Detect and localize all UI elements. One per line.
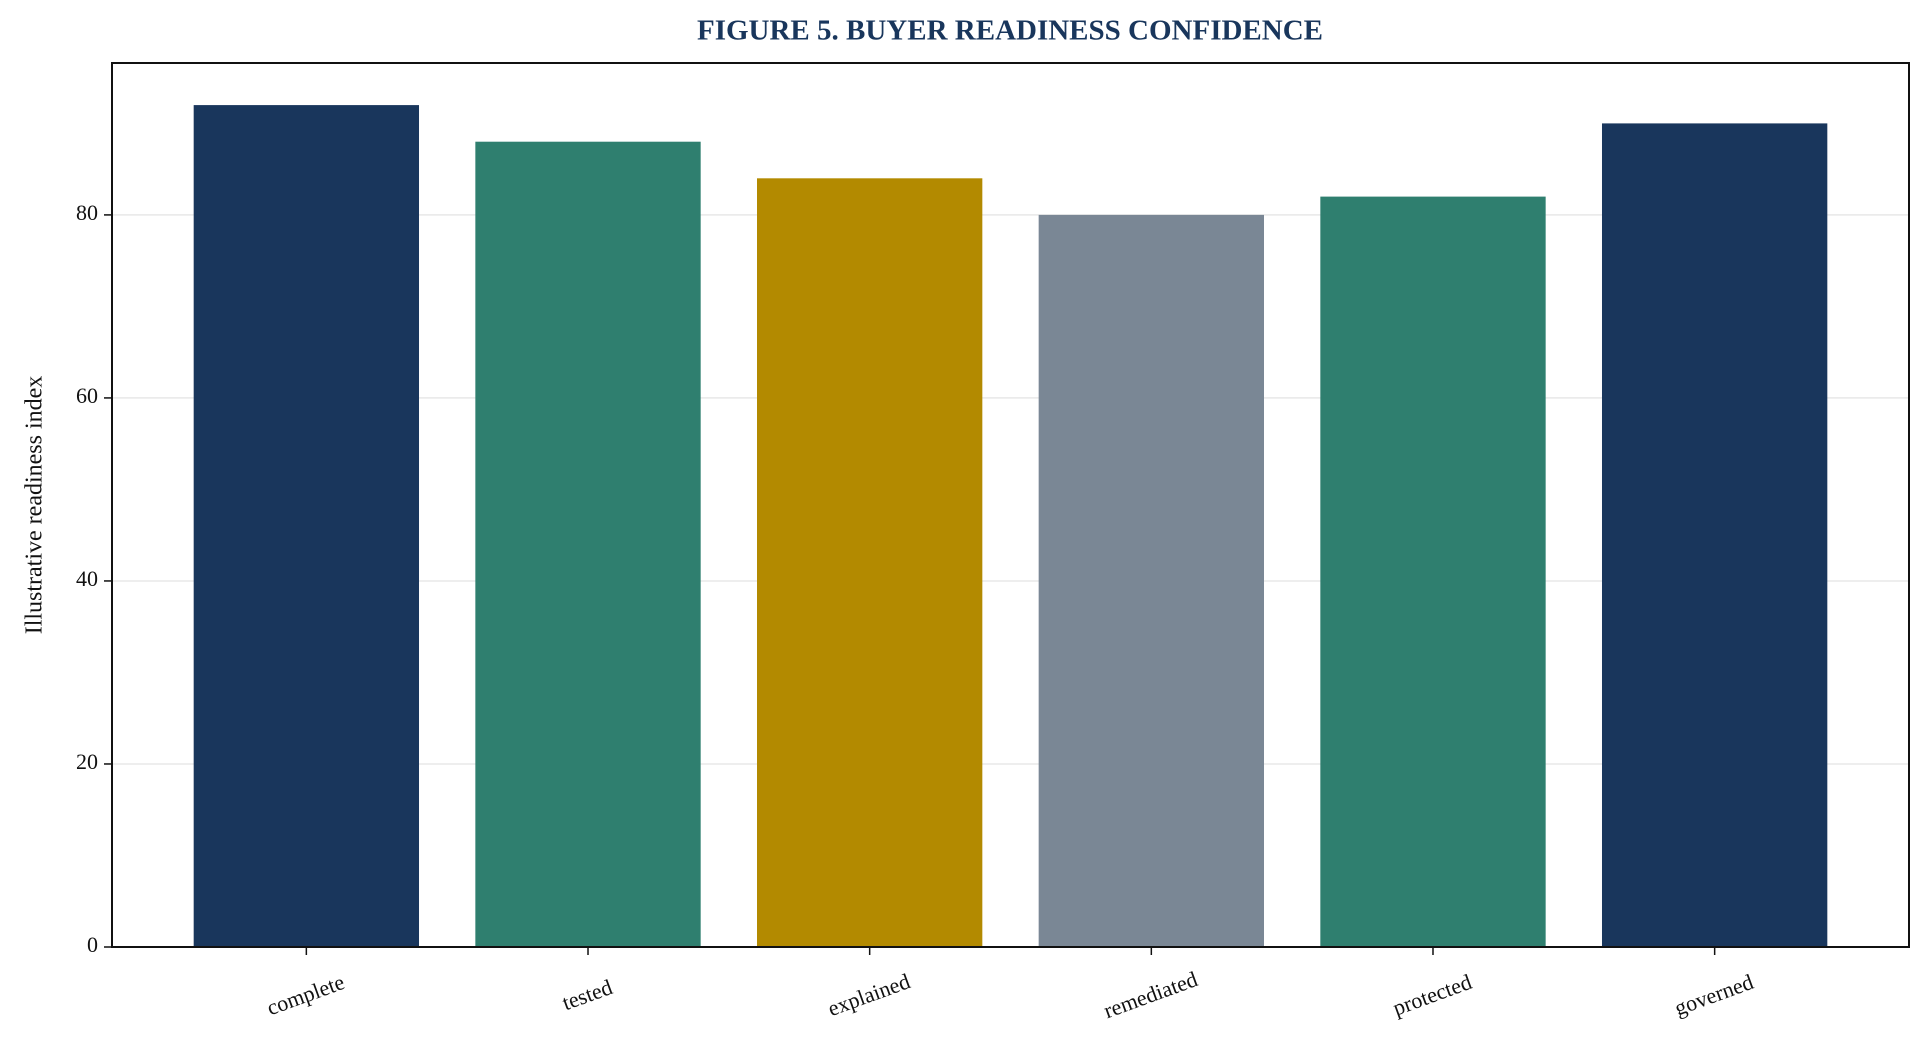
bar [193,105,420,948]
x-tick-label: protected [1389,969,1474,1020]
y-tick-label: 0 [87,932,98,957]
y-tick-label: 40 [76,566,98,591]
plot-frame [111,62,1910,948]
bar [1038,214,1264,947]
y-tick-label: 80 [76,200,98,225]
x-tick-label: remediated [1100,966,1200,1023]
y-tick-label: 60 [76,383,98,408]
bar [475,141,701,947]
bar [1601,123,1828,947]
chart-title: FIGURE 5. BUYER READINESS CONFIDENCE [697,15,1323,47]
bar [757,178,983,948]
y-axis-label: Illustrative readiness index [22,376,48,635]
x-tick-label: explained [824,968,913,1021]
x-tick-label: complete [263,969,347,1020]
x-tick-label: tested [559,974,616,1015]
y-tick-label: 20 [76,749,98,774]
bar [1320,196,1546,947]
x-tick-label: governed [1671,969,1756,1020]
